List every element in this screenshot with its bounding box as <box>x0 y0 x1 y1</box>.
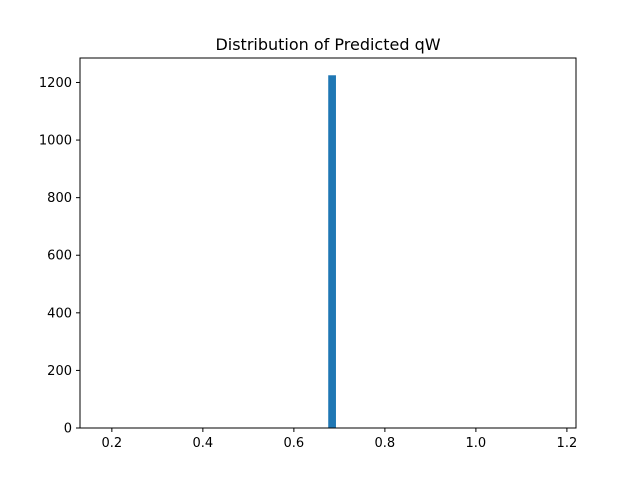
x-tick-label: 1.2 <box>557 436 578 451</box>
y-tick-label: 600 <box>47 249 72 264</box>
axes-frame <box>79 57 577 429</box>
chart-title: Distribution of Predicted qW <box>215 35 440 54</box>
plot-area: 0.2 0.4 0.6 0.8 1.0 1.2 0 200 400 600 800 1000 1200 <box>39 75 577 451</box>
y-tick-label: 0 <box>64 422 72 437</box>
y-tick-label: 1000 <box>39 134 72 149</box>
y-tick-label: 200 <box>47 364 72 379</box>
x-tick-label: 0.4 <box>193 436 214 451</box>
x-tick-label: 0.6 <box>284 436 305 451</box>
x-tick-label: 0.8 <box>375 436 396 451</box>
y-tick-label: 1200 <box>39 76 72 91</box>
x-tick-label: 1.0 <box>466 436 487 451</box>
x-tick-label: 0.2 <box>102 436 123 451</box>
y-tick-label: 400 <box>47 306 72 321</box>
histogram-bar <box>328 75 336 428</box>
y-tick-label: 800 <box>47 191 72 206</box>
